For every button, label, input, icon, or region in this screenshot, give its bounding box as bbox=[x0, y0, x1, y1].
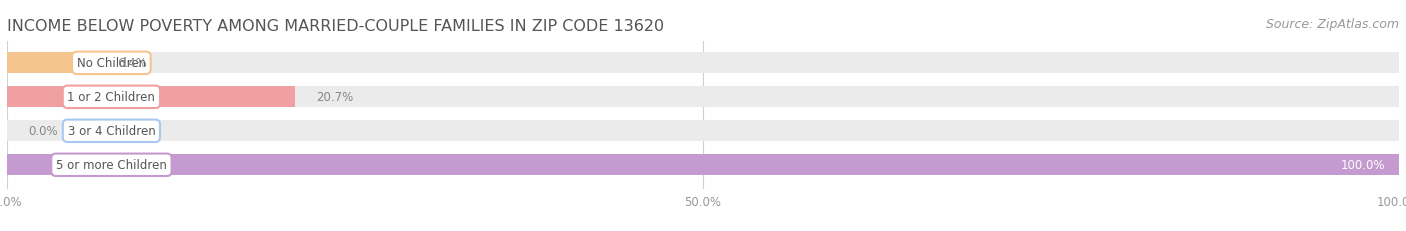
Bar bbox=[7, 53, 1399, 74]
Text: 100.0%: 100.0% bbox=[1340, 159, 1385, 172]
Bar bbox=[7, 155, 1399, 176]
Text: 5 or more Children: 5 or more Children bbox=[56, 159, 167, 172]
Bar bbox=[7, 87, 1399, 108]
Text: 0.0%: 0.0% bbox=[28, 125, 58, 138]
Text: 3 or 4 Children: 3 or 4 Children bbox=[67, 125, 155, 138]
Text: No Children: No Children bbox=[77, 57, 146, 70]
Text: 20.7%: 20.7% bbox=[316, 91, 353, 104]
Bar bbox=[7, 53, 96, 74]
Bar bbox=[7, 155, 1399, 176]
Text: 6.4%: 6.4% bbox=[117, 57, 146, 70]
Bar bbox=[7, 121, 1399, 142]
Text: Source: ZipAtlas.com: Source: ZipAtlas.com bbox=[1265, 18, 1399, 30]
Text: INCOME BELOW POVERTY AMONG MARRIED-COUPLE FAMILIES IN ZIP CODE 13620: INCOME BELOW POVERTY AMONG MARRIED-COUPL… bbox=[7, 18, 664, 33]
Bar bbox=[7, 87, 295, 108]
Text: 1 or 2 Children: 1 or 2 Children bbox=[67, 91, 155, 104]
